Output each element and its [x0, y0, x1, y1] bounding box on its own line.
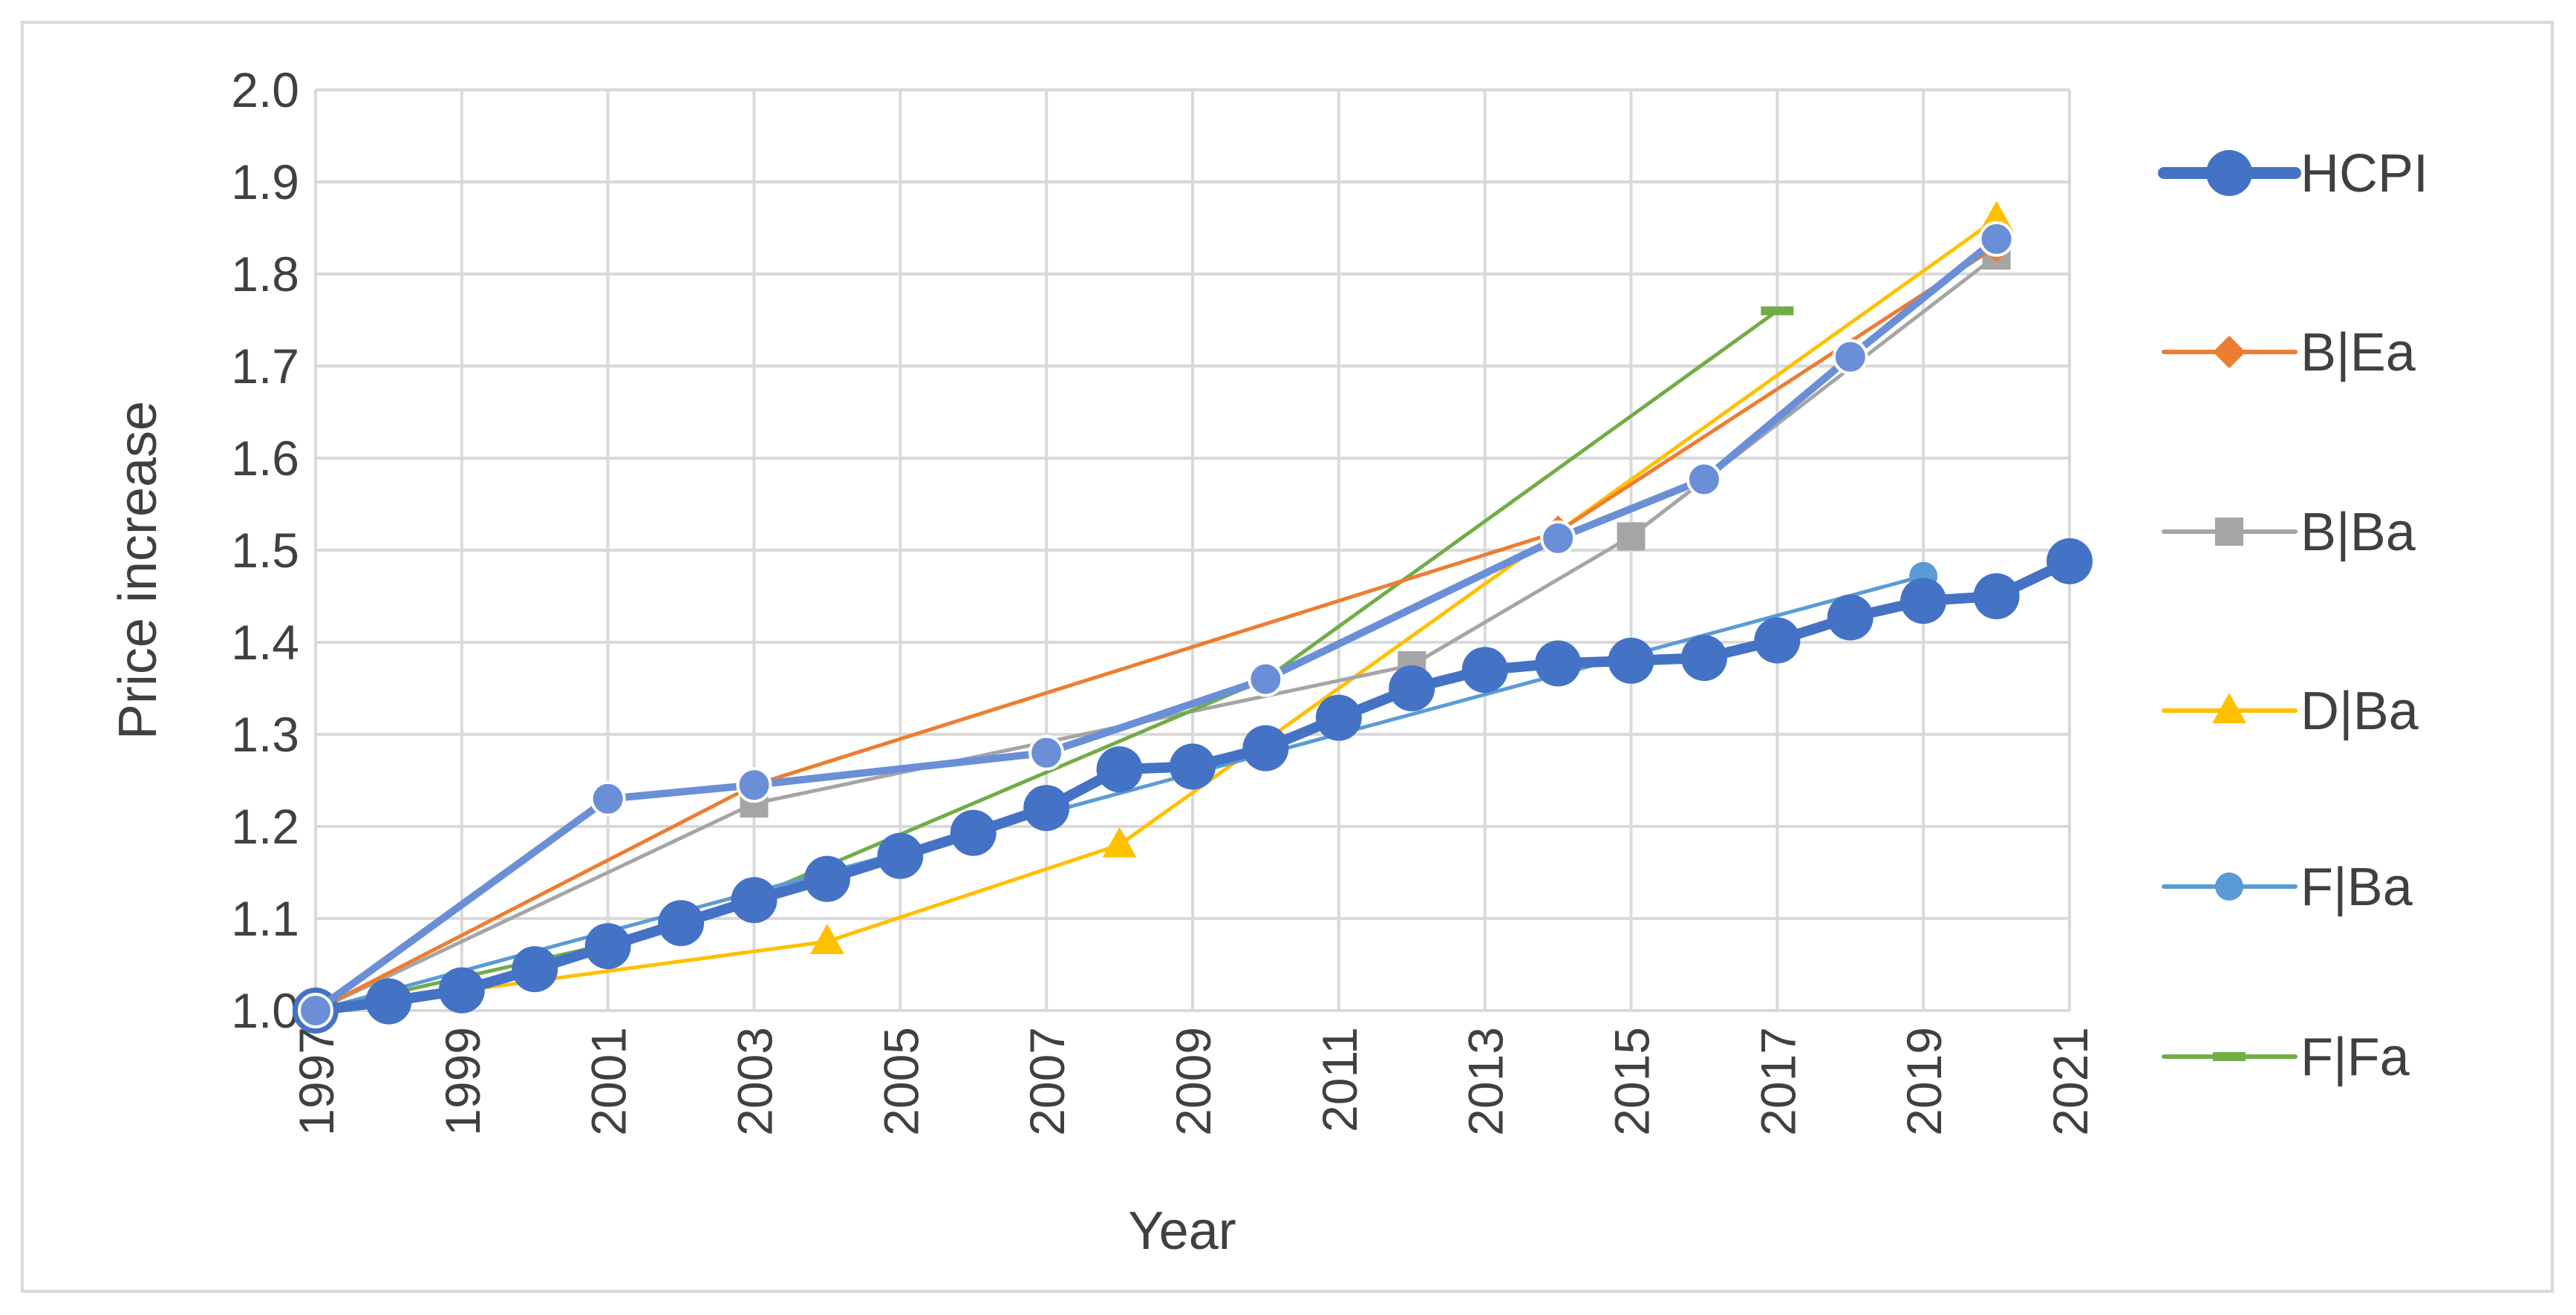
legend-label: B|Ba	[2301, 503, 2416, 562]
data-point	[1102, 826, 1137, 858]
series-layer	[293, 200, 2093, 1034]
y-tick-label: 1.2	[231, 799, 299, 854]
data-point	[877, 832, 924, 879]
x-axis-title: Year	[1128, 1201, 1236, 1261]
x-tick-label: 2017	[1750, 1027, 1805, 1136]
chart-frame	[21, 21, 2554, 1293]
y-tick-label: 1.0	[231, 983, 299, 1038]
data-point	[1023, 785, 1070, 832]
series-line	[313, 309, 1779, 1013]
data-point	[1248, 661, 1284, 697]
x-axis-ticks: 1997 1999 2001 2003 2005 2007 2009 2011 2013 2015…	[289, 1027, 2098, 1136]
x-tick-label: 2009	[1166, 1027, 1221, 1136]
data-point	[2047, 538, 2093, 584]
y-tick-label: 1.6	[231, 431, 299, 486]
series-line	[313, 244, 1999, 1013]
data-point	[1170, 743, 1216, 790]
data-point	[1761, 306, 1794, 316]
legend-marker	[2213, 1052, 2246, 1061]
series-line	[313, 253, 1999, 1013]
x-tick-label: 2015	[1605, 1027, 1660, 1136]
series-b-ba	[301, 241, 2011, 1025]
data-point	[512, 946, 558, 993]
data-point	[1461, 647, 1508, 694]
legend-item-b-ea: B|Ea	[2162, 323, 2416, 382]
legend-label: F|Ba	[2301, 858, 2413, 917]
legend-item-d-ba: D|Ba	[2162, 682, 2419, 741]
x-tick-label: 2011	[1312, 1027, 1367, 1132]
x-tick-label: 2001	[581, 1027, 636, 1136]
data-point	[1028, 734, 1065, 771]
legend-marker	[2215, 518, 2243, 546]
x-tick-label: 2003	[728, 1027, 783, 1136]
legend-item-f-fa: F|Fa	[2162, 1028, 2410, 1087]
series-line	[313, 574, 1926, 1013]
y-tick-label: 1.5	[231, 523, 299, 578]
y-tick-label: 2.0	[231, 62, 299, 117]
x-tick-label: 2005	[873, 1027, 928, 1136]
data-point	[1900, 578, 1947, 624]
legend: HCPI B|Ea B|Ba D|Ba F|Ba F|Fa	[2158, 144, 2428, 1087]
data-point	[438, 967, 485, 1014]
series-b-ea	[299, 229, 2013, 1027]
legend-marker	[2206, 150, 2252, 196]
data-point	[1978, 221, 2015, 257]
x-tick-label: 2019	[1897, 1027, 1951, 1136]
y-tick-label: 1.4	[231, 615, 299, 670]
y-tick-label: 1.8	[231, 247, 299, 301]
grid-lines	[314, 88, 2071, 1012]
data-point	[809, 924, 844, 954]
data-point	[1535, 640, 1582, 687]
data-point	[1389, 665, 1435, 711]
data-point	[731, 877, 777, 924]
x-tick-label: 1999	[435, 1027, 490, 1136]
data-point	[298, 993, 333, 1028]
data-point	[1680, 635, 1727, 682]
data-point	[736, 767, 772, 803]
legend-label: D|Ba	[2301, 682, 2419, 741]
legend-label: HCPI	[2301, 144, 2428, 203]
x-tick-label: 2013	[1458, 1027, 1513, 1136]
data-point	[1754, 617, 1801, 664]
x-tick-label: 2007	[1020, 1027, 1075, 1136]
data-point	[658, 900, 705, 947]
data-point	[803, 855, 850, 902]
legend-item-b-ba: B|Ba	[2162, 503, 2416, 562]
x-tick-label: 1997	[289, 1027, 344, 1136]
x-tick-label: 2021	[2043, 1027, 2098, 1136]
data-point	[1686, 461, 1722, 497]
data-point	[1096, 746, 1143, 793]
series-unlabeled	[298, 221, 2015, 1028]
data-point	[1832, 339, 1868, 375]
data-point	[1617, 522, 1646, 551]
data-point	[584, 923, 631, 970]
data-point	[1315, 694, 1362, 741]
legend-marker	[2213, 336, 2246, 368]
data-point	[590, 780, 626, 817]
y-axis-title: Price increase	[108, 401, 168, 740]
legend-marker	[2212, 693, 2246, 723]
data-point	[1540, 520, 1576, 556]
legend-item-hcpi: HCPI	[2158, 144, 2428, 203]
data-point	[1242, 725, 1289, 771]
y-tick-label: 1.7	[231, 339, 299, 394]
legend-label: F|Fa	[2301, 1028, 2410, 1087]
legend-label: B|Ea	[2301, 323, 2416, 382]
data-point	[365, 978, 412, 1025]
data-point	[950, 809, 997, 856]
y-tick-label: 1.9	[231, 154, 299, 209]
legend-item-f-ba: F|Ba	[2162, 858, 2413, 917]
y-tick-label: 1.1	[231, 891, 299, 946]
data-point	[1827, 594, 1874, 641]
data-point	[1973, 573, 2020, 619]
y-tick-label: 1.3	[231, 707, 299, 762]
data-point	[1608, 637, 1654, 684]
legend-marker	[2215, 872, 2243, 901]
y-axis-ticks: 1.0 1.1 1.2 1.3 1.4 1.5 1.6 1.7 1.8 1.9 2.0	[231, 62, 299, 1038]
